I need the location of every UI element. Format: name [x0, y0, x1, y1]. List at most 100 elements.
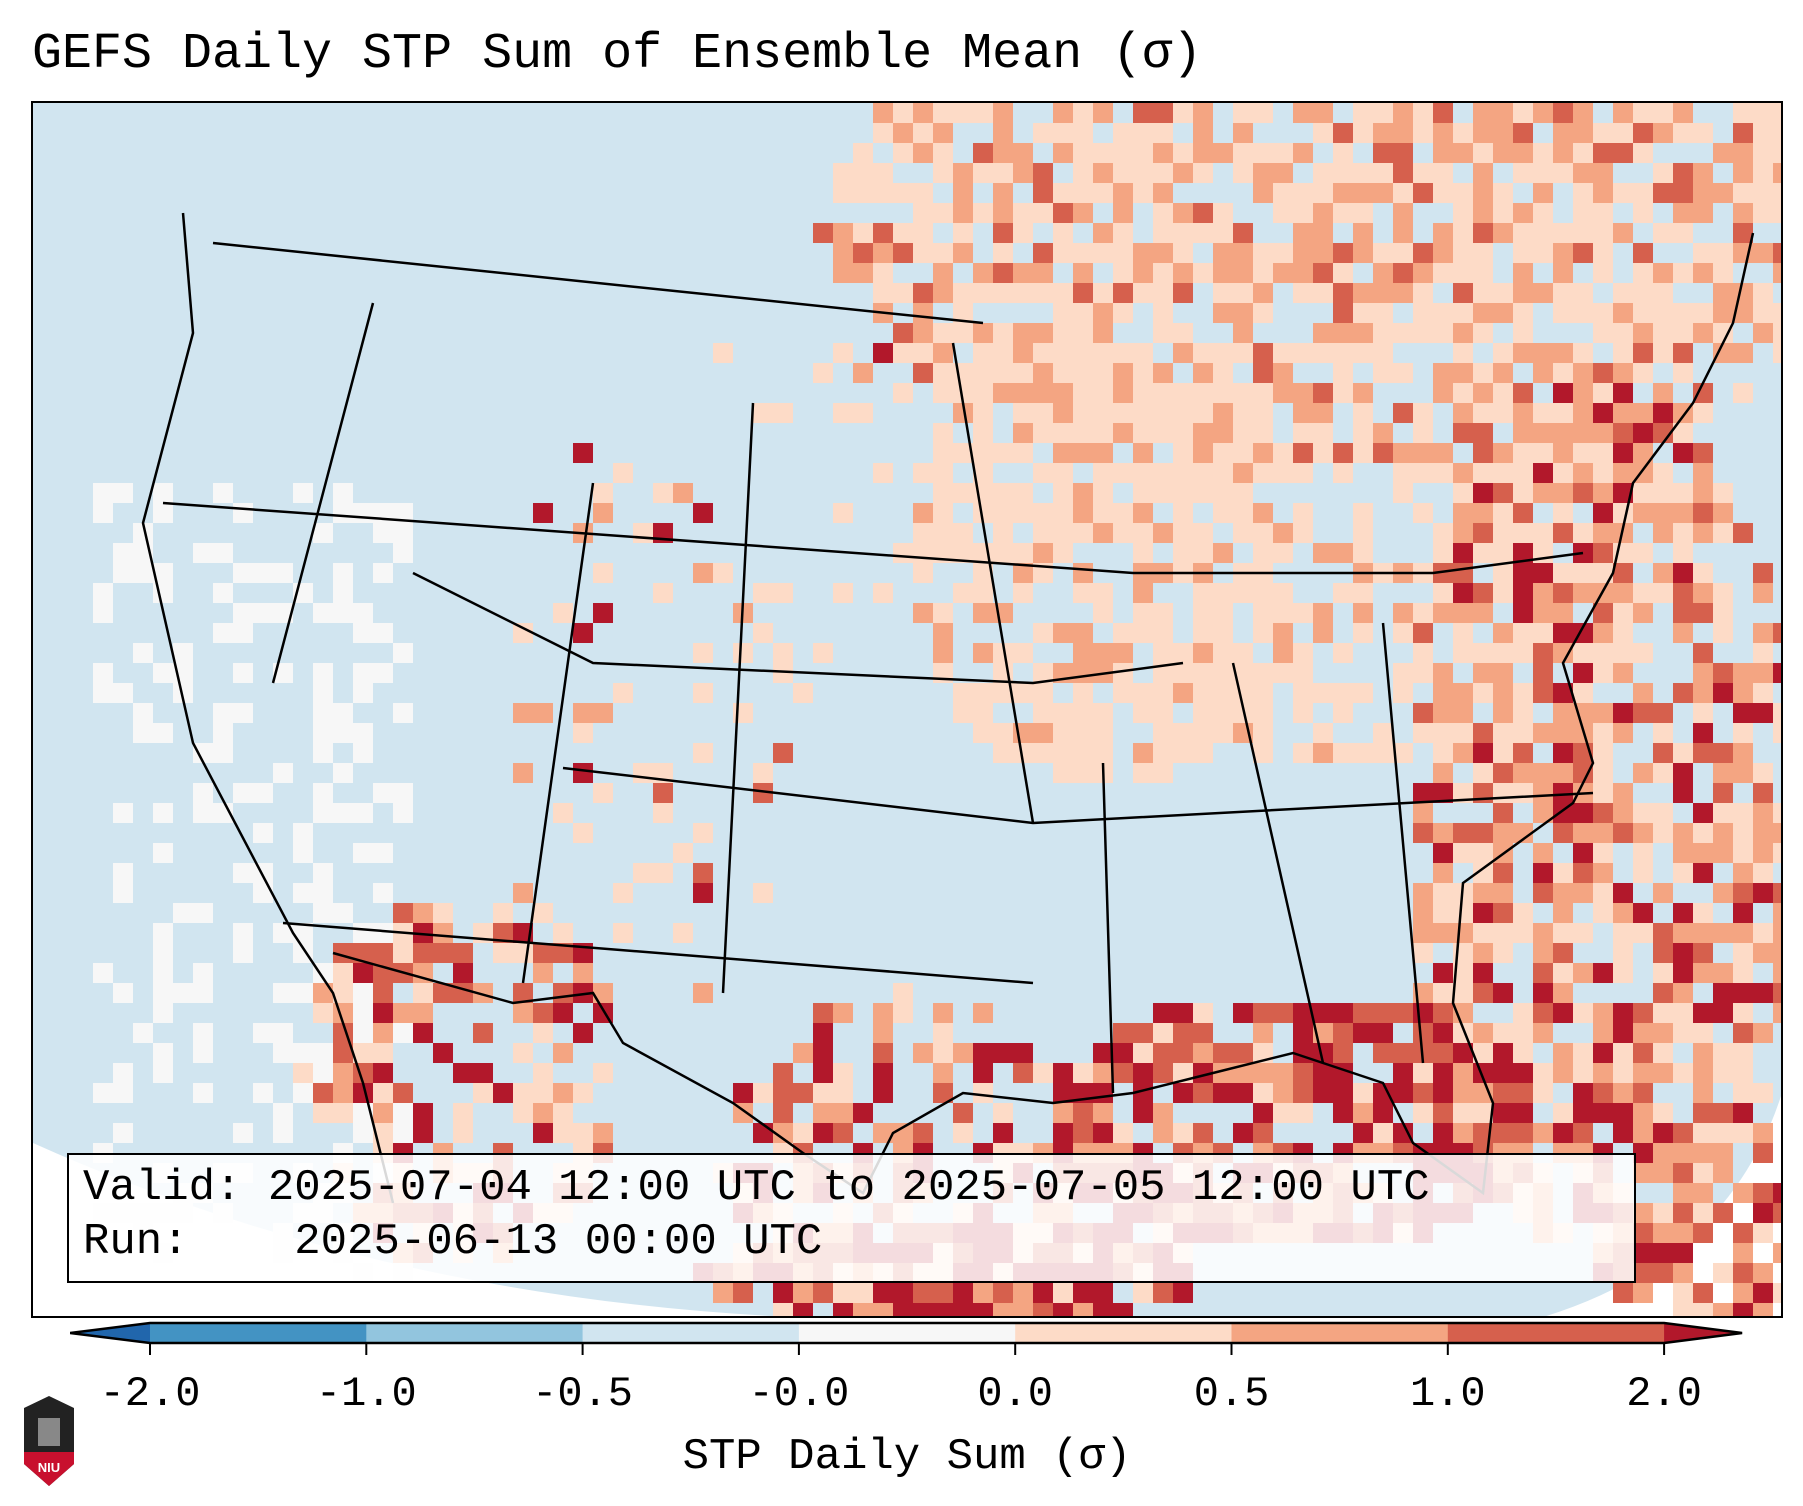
stp-cell — [1653, 803, 1673, 823]
stp-cell — [1053, 1303, 1073, 1316]
stp-cell — [1513, 483, 1533, 503]
stp-cell — [1753, 1223, 1773, 1243]
stp-cell — [1453, 263, 1473, 283]
stp-cell — [1593, 843, 1613, 863]
stp-cell — [1733, 343, 1753, 363]
stp-cell — [1473, 303, 1493, 323]
stp-cell — [1713, 1123, 1733, 1143]
stp-cell — [1073, 663, 1093, 683]
stp-cell — [873, 263, 893, 283]
stp-cell — [973, 323, 993, 343]
stp-cell — [433, 983, 453, 1003]
stp-cell — [1513, 623, 1533, 643]
stp-cell — [1413, 1003, 1433, 1023]
stp-cell — [1173, 443, 1193, 463]
stp-cell — [1573, 483, 1593, 503]
stp-cell — [1653, 723, 1673, 743]
stp-cell — [1733, 163, 1753, 183]
stp-cell — [993, 1043, 1013, 1063]
stp-cell — [1673, 1243, 1693, 1263]
stp-cell — [553, 1003, 573, 1023]
stp-cell — [1273, 523, 1293, 543]
stp-cell — [1113, 283, 1133, 303]
stp-cell — [1393, 603, 1413, 623]
stp-cell — [1053, 203, 1073, 223]
stp-cell — [1253, 603, 1273, 623]
stp-cell — [1073, 123, 1093, 143]
stp-cell — [1693, 503, 1713, 523]
stp-cell — [953, 1103, 973, 1123]
stp-cell — [1633, 283, 1653, 303]
stp-cell — [1133, 703, 1153, 723]
stp-cell — [1253, 663, 1273, 683]
stp-cell — [533, 903, 553, 923]
stp-cell — [693, 743, 713, 763]
stp-cell — [1253, 383, 1273, 403]
stp-cell — [373, 983, 393, 1003]
stp-cell — [1713, 803, 1733, 823]
stp-cell — [1213, 143, 1233, 163]
stp-cell — [1573, 803, 1593, 823]
stp-cell — [1273, 1083, 1293, 1103]
stp-cell — [1453, 563, 1473, 583]
stp-cell — [1653, 1103, 1673, 1123]
stp-cell — [913, 183, 933, 203]
stp-cell — [1513, 263, 1533, 283]
stp-cell — [953, 323, 973, 343]
stp-cell — [1513, 1063, 1533, 1083]
stp-cell — [1213, 583, 1233, 603]
stp-cell — [1513, 1043, 1533, 1063]
stp-cell — [1693, 1063, 1713, 1083]
stp-cell — [1553, 1103, 1573, 1123]
stp-cell — [1693, 1283, 1713, 1303]
stp-cell — [313, 1003, 333, 1023]
stp-cell — [1693, 383, 1713, 403]
stp-cell — [1653, 523, 1673, 543]
stp-cell — [1373, 343, 1393, 363]
stp-cell — [973, 683, 993, 703]
stp-cell — [573, 763, 593, 783]
stp-cell — [1413, 1063, 1433, 1083]
stp-cell — [1433, 783, 1453, 803]
stp-cell — [1593, 443, 1613, 463]
stp-cell — [713, 343, 733, 363]
stp-cell — [1493, 103, 1513, 123]
stp-cell — [1413, 823, 1433, 843]
stp-cell — [1053, 743, 1073, 763]
stp-cell — [1513, 643, 1533, 663]
stp-cell — [1353, 243, 1373, 263]
stp-cell — [1493, 1083, 1513, 1103]
stp-cell — [1053, 383, 1073, 403]
stp-cell — [1133, 1103, 1153, 1123]
stp-cell — [1753, 103, 1773, 123]
stp-cell — [513, 983, 533, 1003]
stp-cell — [813, 1003, 833, 1023]
stp-cell — [1713, 523, 1733, 543]
stp-cell — [1613, 623, 1633, 643]
stp-cell — [1673, 963, 1693, 983]
stp-cell — [1633, 143, 1653, 163]
stp-cell — [853, 163, 873, 183]
stp-cell — [1173, 1083, 1193, 1103]
stp-cell — [1193, 683, 1213, 703]
colorbar-extend-low — [70, 1323, 150, 1343]
stp-cell — [1013, 563, 1033, 583]
stp-cell — [1513, 223, 1533, 243]
stp-cell — [1753, 163, 1773, 183]
stp-cell — [813, 1063, 833, 1083]
stp-cell — [1173, 663, 1193, 683]
stp-cell — [1773, 903, 1781, 923]
stp-cell — [1533, 483, 1553, 503]
stp-cell — [1693, 803, 1713, 823]
stp-cell — [1013, 143, 1033, 163]
stp-cell — [1593, 803, 1613, 823]
stp-cell — [1673, 543, 1693, 563]
stp-cell — [1133, 623, 1153, 643]
stp-cell — [1433, 383, 1453, 403]
stp-cell — [1093, 1303, 1113, 1316]
stp-cell — [1493, 343, 1513, 363]
stp-cell — [1213, 483, 1233, 503]
stp-cell — [1433, 723, 1453, 743]
stp-cell — [1713, 483, 1733, 503]
stp-cell — [1073, 163, 1093, 183]
